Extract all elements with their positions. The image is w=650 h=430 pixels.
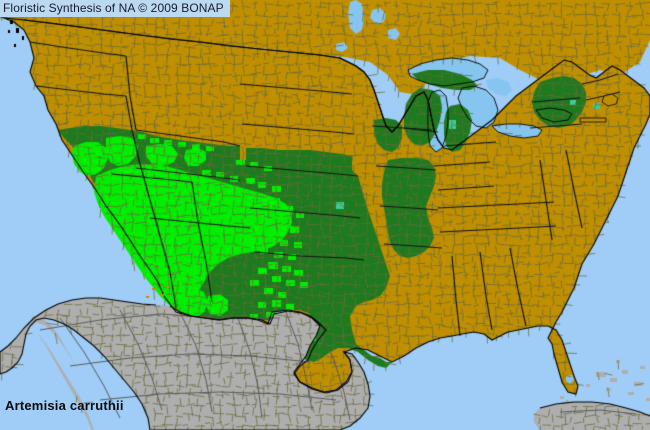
map-attribution-title: Floristic Synthesis of NA © 2009 BONAP	[0, 0, 230, 17]
species-name-label: Artemisia carruthii	[5, 398, 124, 413]
